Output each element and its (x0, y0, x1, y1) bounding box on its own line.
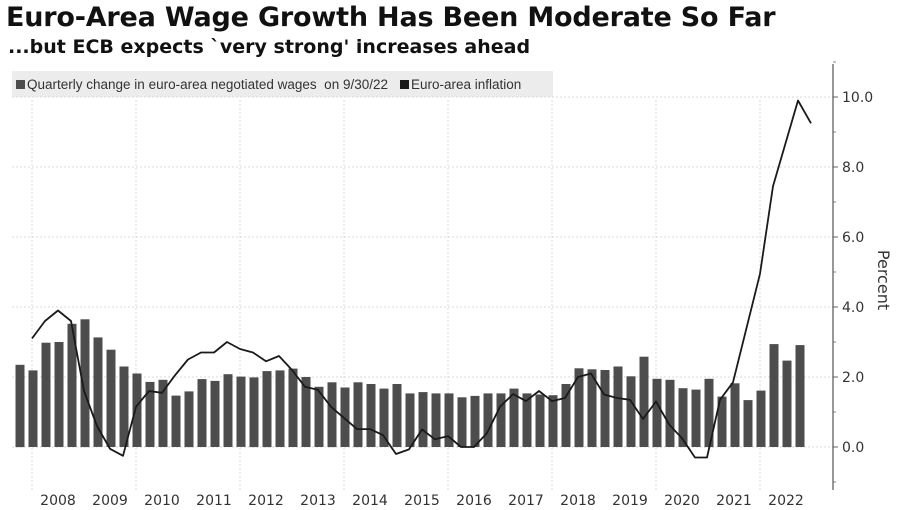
x-tick-label: 2008 (40, 493, 76, 509)
inflation-line-group (31, 99, 812, 459)
x-tick-label: 2020 (664, 493, 700, 509)
legend-item-inflation: Euro-area inflation (400, 77, 521, 92)
y-tick-label: 0.0 (842, 440, 864, 456)
y-tick-label: 6.0 (842, 230, 864, 246)
wage-bar (327, 382, 337, 448)
x-tick-label: 2013 (300, 493, 336, 509)
wage-bar (613, 366, 623, 447)
x-tick-label: 2012 (248, 493, 284, 509)
wage-bar (522, 393, 532, 447)
y-axis: 0.0 2.0 4.0 6.0 8.0 10.0 (832, 61, 873, 490)
legend-label-inflation: Euro-area inflation (411, 76, 522, 92)
wage-bar (496, 393, 506, 447)
x-tick-label: 2015 (404, 493, 440, 509)
wage-bar (626, 376, 636, 447)
wage-bar (678, 388, 688, 447)
wage-bar (54, 342, 64, 447)
wage-bar (743, 400, 753, 447)
chart-subtitle: ...but ECB expects `very strong' increas… (8, 36, 531, 58)
wage-bar (353, 382, 363, 448)
wage-bar (431, 393, 441, 447)
wage-bar (106, 349, 116, 447)
horizontal-gridlines (12, 96, 833, 448)
y-tick-label: 4.0 (842, 300, 864, 316)
wage-bar (470, 395, 480, 447)
wage-bar (418, 392, 428, 448)
wage-bar (197, 379, 207, 447)
x-tick-label: 2014 (352, 493, 388, 509)
wage-bar (652, 378, 662, 448)
wage-bar (93, 337, 103, 447)
inflation-line (31, 99, 812, 459)
legend-swatch-inflation (400, 79, 409, 89)
y-tick-label: 8.0 (842, 160, 864, 176)
wage-bar (548, 395, 558, 447)
wage-bar (223, 374, 233, 447)
y-axis-label: Percent (874, 250, 893, 310)
wage-bar (158, 379, 168, 447)
wage-bar (379, 388, 389, 447)
wage-bar (340, 387, 350, 447)
wage-bar (210, 380, 220, 447)
wage-bar (41, 342, 51, 447)
wage-bar (392, 384, 402, 447)
wage-bar (730, 383, 740, 447)
x-tick-label: 2018 (560, 493, 596, 509)
wage-bar (600, 370, 610, 447)
wage-bar (782, 360, 792, 448)
wage-bars (15, 319, 805, 448)
x-tick-label: 2022 (768, 493, 804, 509)
wage-bar (457, 397, 467, 447)
wage-bar (405, 393, 415, 447)
x-tick-label: 2021 (716, 493, 752, 509)
wage-bar (483, 393, 493, 447)
wage-bar (184, 391, 194, 448)
wage-bar (301, 377, 311, 447)
wage-bar (535, 394, 545, 447)
legend: Quarterly change in euro-area negotiated… (12, 71, 553, 97)
legend-item-wages: Quarterly change in euro-area negotiated… (16, 77, 388, 92)
wage-bar (288, 368, 298, 447)
x-tick-label: 2019 (612, 493, 648, 509)
wage-bar (769, 344, 779, 447)
wage-bar (249, 377, 259, 448)
wage-bar (236, 376, 246, 447)
wage-bar (704, 378, 714, 448)
wage-bar (145, 381, 155, 447)
wage-bar (275, 370, 285, 447)
wage-bar (795, 345, 805, 447)
x-axis-labels: 2008 2009 2010 2011 2012 2013 2014 2015 2016 2017… (40, 493, 804, 509)
legend-swatch-wages (16, 79, 25, 89)
y-tick-label: 10.0 (842, 90, 873, 106)
x-tick-label: 2009 (92, 493, 128, 509)
wage-bar (587, 369, 597, 447)
x-tick-label: 2016 (456, 493, 492, 509)
chart-title: Euro-Area Wage Growth Has Been Moderate … (6, 2, 776, 33)
wage-bar (67, 323, 77, 447)
wage-bar (639, 356, 649, 447)
wage-bar (119, 366, 129, 447)
x-tick-label: 2011 (196, 493, 232, 509)
wage-bar (366, 384, 376, 447)
x-tick-label: 2010 (144, 493, 180, 509)
wage-bar (132, 373, 142, 447)
x-tick-label: 2017 (508, 493, 544, 509)
wage-bar (80, 319, 90, 448)
legend-label-wages: Quarterly change in euro-area negotiated… (27, 76, 388, 92)
wage-bar (314, 386, 324, 447)
wage-bar (509, 388, 519, 447)
y-tick-label: 2.0 (842, 370, 864, 386)
wage-bar (717, 396, 727, 447)
wage-bar (691, 389, 701, 447)
wage-bar (665, 379, 675, 447)
wage-bar (574, 368, 584, 448)
wage-bar (444, 393, 454, 447)
wage-bar (28, 370, 38, 447)
wage-bar (262, 371, 272, 448)
wage-bar (561, 384, 571, 447)
wage-bar (171, 395, 181, 447)
wage-bar (756, 390, 766, 447)
wage-bar (15, 364, 25, 448)
